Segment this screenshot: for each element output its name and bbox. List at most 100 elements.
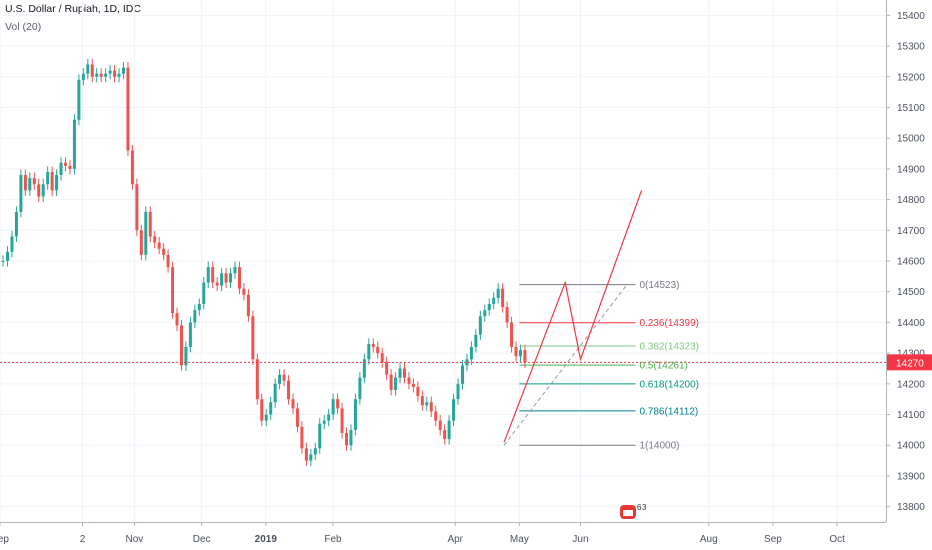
candle-body [77, 79, 81, 120]
candle [501, 283, 505, 313]
candle [171, 261, 175, 319]
candle-body [206, 267, 210, 283]
candle [126, 62, 130, 156]
candle [353, 393, 357, 436]
candle [135, 178, 139, 236]
candle-body [41, 184, 45, 197]
price-tick-label: 13900 [897, 471, 925, 482]
price-tick-label: 13800 [897, 502, 925, 513]
candle [523, 344, 527, 368]
candle [197, 298, 201, 316]
candle-body [353, 399, 357, 430]
candle [233, 261, 237, 279]
candle [6, 246, 10, 267]
candle [28, 172, 32, 196]
candle-body [345, 432, 349, 446]
trend-line [503, 190, 643, 443]
candle-body [425, 402, 429, 406]
fib-level-label: 0.382(14323) [639, 342, 699, 353]
candle-body [144, 211, 148, 255]
price-tick-label: 15000 [897, 134, 925, 145]
candle-body [380, 353, 384, 363]
candle-body [113, 70, 117, 77]
candle [269, 396, 273, 421]
candle [32, 172, 36, 190]
candle [113, 65, 117, 83]
candle-body [510, 322, 514, 347]
candle-body [211, 267, 215, 283]
candle-body [407, 377, 411, 384]
candle-body [260, 399, 264, 421]
candle [37, 178, 41, 203]
candle-body [429, 402, 433, 412]
candle-body [376, 346, 380, 354]
candle [349, 424, 353, 451]
candle-body [108, 70, 112, 74]
candle [229, 267, 233, 289]
candle [220, 267, 224, 292]
candle-body [514, 346, 518, 357]
candle [429, 396, 433, 417]
time-tick-label: Oct [829, 534, 845, 545]
candle-body [215, 282, 219, 286]
candle [251, 310, 255, 365]
candle [162, 243, 166, 261]
svg-text:3: 3 [642, 503, 647, 512]
fib-level-label: 0.618(14200) [639, 379, 699, 390]
price-tick-label: 14600 [897, 257, 925, 268]
candle [148, 206, 152, 242]
candle [14, 206, 18, 242]
candle-body [10, 236, 14, 252]
candle [447, 415, 451, 445]
candle [108, 65, 112, 80]
candle [202, 276, 206, 310]
time-tick-label: Jun [572, 534, 588, 545]
candle-body [202, 282, 206, 304]
candle [175, 307, 179, 332]
candle-body [304, 448, 308, 461]
candle-body [478, 316, 482, 335]
candle-body [278, 374, 282, 384]
candle-body [416, 386, 420, 397]
candle [460, 359, 464, 390]
candle [407, 372, 411, 390]
price-tick-label: 15400 [897, 11, 925, 22]
candle [322, 415, 326, 430]
candle-body [220, 273, 224, 286]
candle-body [130, 150, 134, 185]
candle-body [313, 448, 317, 455]
candle [157, 237, 161, 255]
candle [318, 418, 322, 454]
candle [394, 372, 398, 396]
candle [260, 393, 264, 427]
candle-body [233, 267, 237, 274]
price-tick-label: 14000 [897, 441, 925, 452]
candle-body [523, 350, 527, 363]
candle-body [1, 261, 5, 262]
candle [385, 356, 389, 381]
price-tick-label: 14400 [897, 318, 925, 329]
candle-body [6, 251, 10, 261]
price-axis: 13800 13900 14000 14100 14200 14300 14400 14500… [886, 0, 932, 522]
candle [282, 369, 286, 387]
fib-level-label: 1(14000) [639, 441, 679, 452]
volume-indicator-label: Vol (20) [5, 21, 42, 33]
price-tick-label: 14200 [897, 379, 925, 390]
candle-body [148, 211, 152, 237]
candle [153, 230, 157, 249]
candle [403, 362, 407, 384]
candle-body [385, 362, 389, 375]
candle [130, 144, 134, 190]
candle [121, 62, 125, 80]
candle [255, 353, 259, 405]
candle-body [117, 73, 121, 77]
candle-body [465, 359, 469, 366]
candle-body [411, 383, 415, 387]
price-tick-label: 15100 [897, 103, 925, 114]
candle-body [394, 377, 398, 390]
candle-body [287, 380, 291, 400]
price-tick-label: 15200 [897, 72, 925, 83]
candle-body [193, 310, 197, 323]
candle-body [68, 165, 72, 169]
